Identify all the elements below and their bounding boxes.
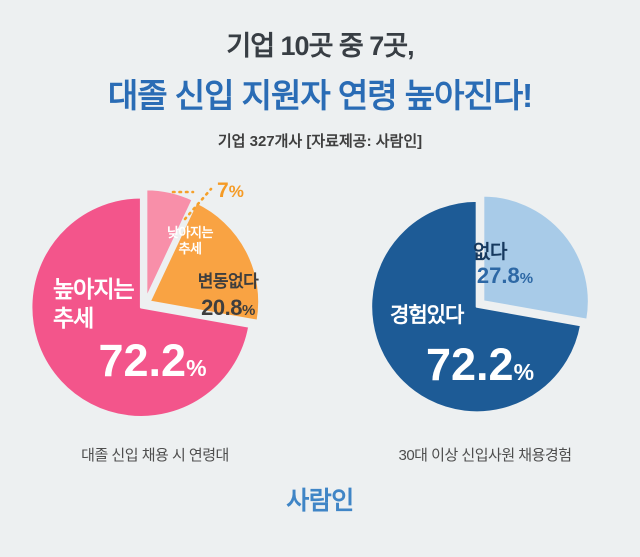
slice-value-has-experience-unit: %: [513, 359, 535, 385]
pie-slice-2: [29, 195, 251, 419]
pie-area-age-trend: 낮아지는 추세 7% 변동없다 20.8% 높아지는 추세 72.2%: [5, 179, 305, 434]
pie-chart-experience: 없다 27.8% 경험있다 72.2% 30대 이상 신입사원 채용경험: [335, 179, 635, 465]
pie-area-experience: 없다 27.8% 경험있다 72.2%: [335, 179, 635, 434]
slice-value-nochange-unit: %: [241, 302, 255, 319]
slice-label-nochange: 변동없다 20.8%: [163, 267, 293, 321]
slice-value-no-experience-unit: %: [519, 270, 534, 287]
slice-value-no-experience-number: 27.8: [476, 263, 520, 288]
dotted-callout-lines-icon: [171, 187, 213, 221]
slice-value-increasing: 72.2%: [60, 335, 245, 387]
slice-label-decreasing: 낮아지는 추세: [147, 225, 233, 257]
slice-value-increasing-number: 72.2: [98, 335, 187, 386]
slice-value-decreasing: 7%: [217, 179, 244, 203]
title-line1: 기업 10곳 중 7곳,: [226, 31, 414, 61]
charts-row: 낮아지는 추세 7% 변동없다 20.8% 높아지는 추세 72.2%: [0, 179, 640, 465]
slice-value-increasing-unit: %: [186, 355, 207, 381]
pie-slice-0: [481, 194, 591, 322]
slice-value-no-experience: 27.8%: [440, 263, 570, 289]
saramin-logo: 사람인: [286, 487, 354, 515]
chart-caption-age-trend: 대졸 신입 채용 시 연령대: [81, 447, 229, 464]
title-line2: 대졸 신입 지원자 연령 높아진다!: [107, 77, 533, 114]
slice-value-decreasing-unit: %: [228, 182, 244, 201]
slice-label-decreasing-line1: 낮아지는: [167, 225, 213, 240]
pie-svg-age-trend: [29, 187, 261, 419]
slice-value-nochange: 20.8%: [163, 295, 293, 321]
slice-label-decreasing-line2: 추세: [178, 241, 202, 256]
pie-slice-1: [369, 199, 583, 414]
header: 기업 10곳 중 7곳, 대졸 신입 지원자 연령 높아진다! 기업 327개사…: [0, 0, 640, 151]
slice-value-has-experience-number: 72.2: [425, 339, 514, 390]
pie-slice-1: [148, 200, 261, 323]
slice-label-has-experience: 경험있다: [390, 304, 464, 327]
slice-label-increasing-line2: 추세: [53, 305, 94, 331]
slice-value-has-experience: 72.2%: [385, 339, 575, 391]
slice-value-nochange-number: 20.8: [201, 295, 242, 320]
slice-value-decreasing-number: 7: [217, 179, 229, 202]
chart-caption-experience: 30대 이상 신입사원 채용경험: [398, 447, 573, 464]
slice-label-nochange-text: 변동없다: [197, 272, 259, 291]
pie-chart-age-trend: 낮아지는 추세 7% 변동없다 20.8% 높아지는 추세 72.2%: [5, 179, 305, 465]
slice-label-no-experience: 없다: [473, 242, 507, 263]
slice-label-increasing-line1: 높아지는: [53, 276, 135, 302]
slice-label-increasing: 높아지는 추세: [53, 275, 135, 333]
footer: 사람인: [0, 481, 640, 517]
pie-svg-experience: [369, 194, 591, 414]
header-subtitle: 기업 327개사 [자료제공: 사람인]: [217, 133, 423, 150]
pie-slice-0: [144, 187, 195, 301]
